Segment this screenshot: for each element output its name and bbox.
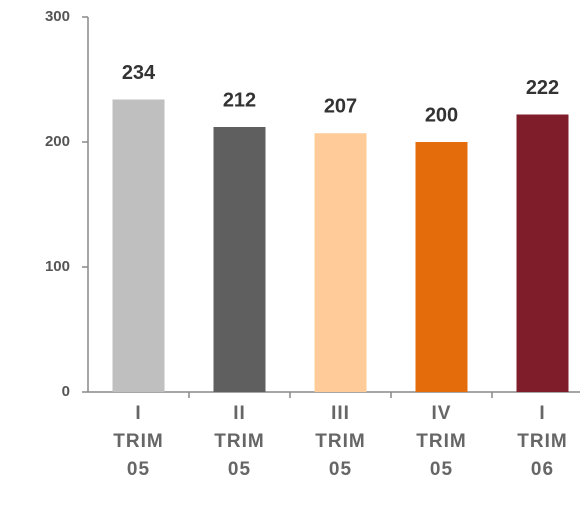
bar [314, 133, 367, 392]
y-tick-label: 300 [45, 8, 70, 25]
x-tick-label: I TRIM 06 [517, 403, 568, 480]
x-tick-label: II TRIM 05 [214, 403, 265, 480]
value-label: 222 [526, 77, 559, 99]
bar [112, 99, 165, 392]
y-tick-label: 0 [62, 383, 70, 400]
value-label: 200 [425, 104, 458, 126]
y-tick-label: 100 [45, 258, 70, 275]
bar [516, 114, 569, 392]
value-label: 207 [324, 96, 357, 118]
bar [213, 127, 266, 392]
x-tick-label: I TRIM 05 [113, 403, 164, 480]
bar [415, 142, 468, 392]
x-tick-label: III TRIM 05 [315, 403, 366, 480]
x-tick-label: IV TRIM 05 [416, 403, 467, 480]
value-label: 234 [122, 62, 156, 84]
value-label: 212 [223, 89, 256, 111]
y-tick-label: 200 [45, 133, 70, 150]
